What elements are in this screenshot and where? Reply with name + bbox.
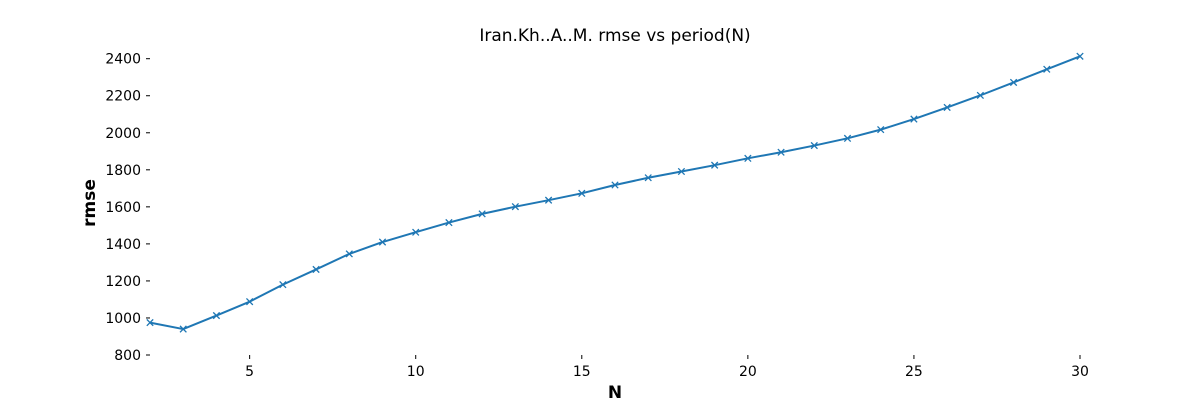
data-point <box>976 91 985 100</box>
x-tick-label: 10 <box>407 364 425 380</box>
y-axis: 800 1000 1200 1400 1600 1800 2000 2200 2400 <box>105 52 150 364</box>
data-point <box>644 174 652 182</box>
x-tick-label: 25 <box>905 364 923 380</box>
data-point <box>810 141 818 150</box>
data-point <box>677 167 686 176</box>
data-point <box>910 115 918 123</box>
plot-area <box>146 52 1084 333</box>
y-tick-label: 1800 <box>105 163 141 179</box>
data-point <box>378 238 387 246</box>
data-point <box>943 103 951 112</box>
y-tick-label: 1200 <box>105 274 141 290</box>
data-point <box>312 265 320 274</box>
data-point <box>1076 52 1084 60</box>
data-point <box>445 218 453 227</box>
x-axis-label: N <box>608 383 622 400</box>
data-point <box>1009 78 1018 87</box>
data-point <box>578 189 586 197</box>
y-axis-label: rmse <box>80 179 100 227</box>
data-point <box>212 311 221 320</box>
data-point <box>245 298 254 306</box>
y-tick-label: 1000 <box>105 311 141 327</box>
data-point <box>345 250 353 258</box>
y-tick-label: 1400 <box>105 237 141 253</box>
data-point <box>710 161 719 169</box>
x-tick-label: 20 <box>739 364 757 380</box>
data-point <box>179 325 187 333</box>
data-point <box>744 154 752 162</box>
x-tick-label: 5 <box>245 364 254 380</box>
data-point <box>877 125 885 134</box>
data-point <box>611 181 619 189</box>
series-line <box>149 55 1081 331</box>
y-tick-label: 2000 <box>105 126 141 142</box>
data-point <box>146 318 154 327</box>
x-tick-label: 15 <box>573 364 591 380</box>
data-point <box>843 134 852 142</box>
x-axis: 5 10 15 20 25 30 <box>245 355 1089 380</box>
y-tick-label: 800 <box>114 348 141 364</box>
y-tick-label: 1600 <box>105 200 141 216</box>
chart-title: Iran.Kh..A..M. rmse vs period(N) <box>479 26 750 46</box>
y-tick-label: 2200 <box>105 89 141 105</box>
y-tick-label: 2400 <box>105 52 141 68</box>
data-point <box>412 228 420 236</box>
data-point <box>1043 65 1051 73</box>
data-point <box>777 148 785 156</box>
data-point <box>279 280 287 289</box>
x-tick-label: 30 <box>1071 364 1089 380</box>
data-point <box>511 203 520 211</box>
data-point <box>478 210 486 218</box>
data-point <box>544 196 553 204</box>
